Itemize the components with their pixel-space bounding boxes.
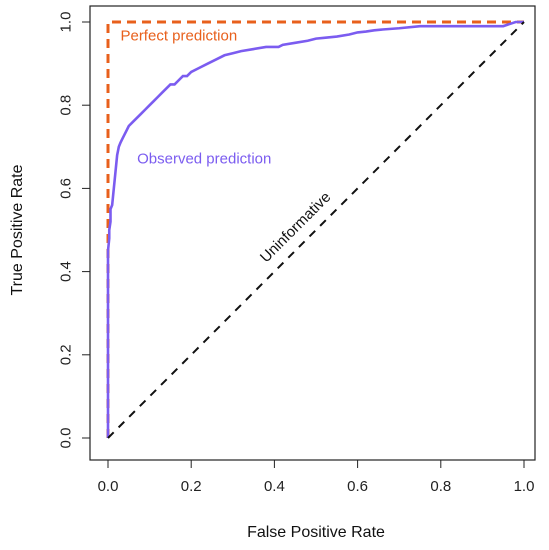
annotation-perfect-prediction: Perfect prediction xyxy=(120,28,237,45)
y-tick-label: 0.8 xyxy=(58,95,75,116)
x-tick-label: 0.2 xyxy=(181,478,202,495)
x-tick-label: 0.8 xyxy=(430,478,451,495)
x-tick-label: 0.6 xyxy=(347,478,368,495)
series-line-observed-prediction xyxy=(106,20,524,438)
y-tick-label: 0.4 xyxy=(58,261,75,282)
y-tick-label: 0.2 xyxy=(58,344,75,365)
series-layer xyxy=(106,20,525,439)
annotation-uninformative: Uninformative xyxy=(257,189,334,266)
y-tick-label: 0.0 xyxy=(58,428,75,449)
y-axis-title: True Positive Rate xyxy=(9,164,26,295)
annotation-observed-prediction: Observed prediction xyxy=(137,150,271,167)
x-tick-label: 1.0 xyxy=(514,478,535,495)
annotation-layer: Perfect prediction Observed prediction Uni… xyxy=(120,28,334,266)
y-tick-label: 0.6 xyxy=(58,178,75,199)
axes: 0.0 0.2 0.4 0.6 0.8 1.0 0.0 0.2 0.4 0.6 0.8 1.0 xyxy=(58,12,535,495)
x-tick-label: 0.0 xyxy=(98,478,119,495)
x-tick-label: 0.4 xyxy=(264,478,285,495)
x-axis-title: False Positive Rate xyxy=(247,524,385,541)
y-tick-label: 1.0 xyxy=(58,12,75,33)
